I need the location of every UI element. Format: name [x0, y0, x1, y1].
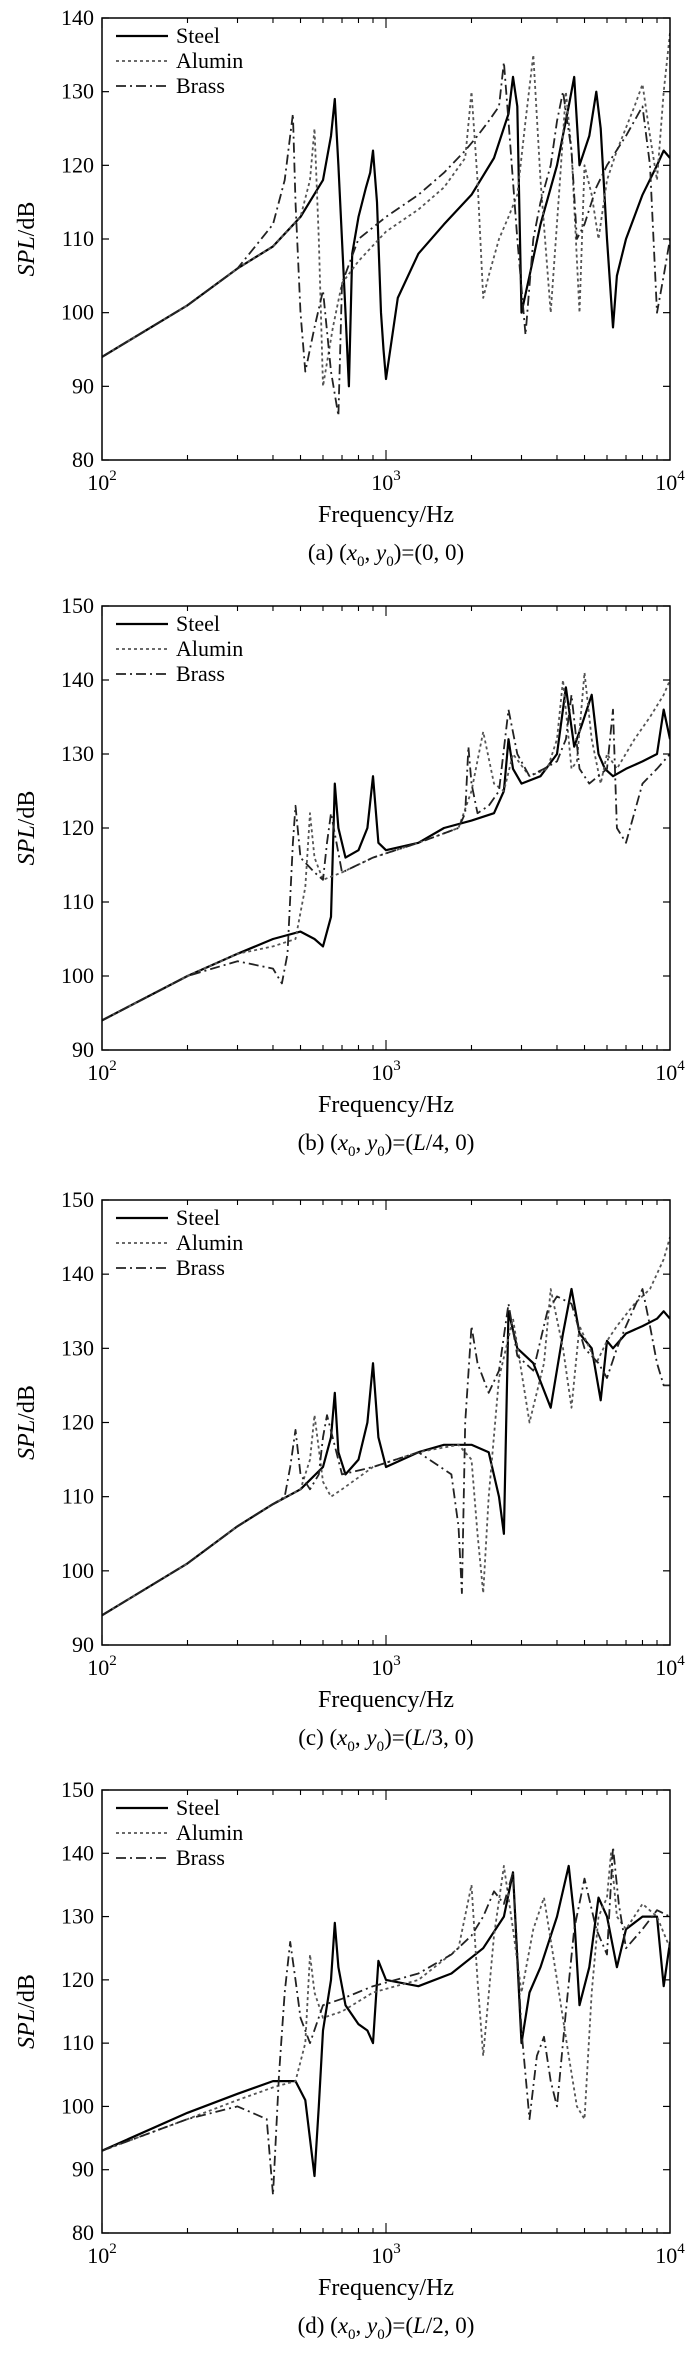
x-tick-label: 103 [371, 1058, 401, 1085]
legend-label-brass: Brass [176, 1845, 225, 1870]
y-tick-label: 130 [61, 741, 94, 766]
legend-label-brass: Brass [176, 661, 225, 686]
x-tick-label: 103 [371, 1653, 401, 1680]
y-tick-label: 120 [61, 152, 94, 177]
y-tick-label: 110 [62, 1484, 94, 1509]
x-axis-label: Frequency/Hz [318, 2275, 454, 2301]
x-axis-label: Frequency/Hz [318, 1687, 454, 1713]
series-line-alumin [102, 1236, 670, 1617]
x-tick-label: 102 [87, 1653, 117, 1680]
y-axis-label: SPL/dB [14, 202, 40, 277]
y-axis-label: SPL/dB [14, 791, 40, 866]
series-line-steel [102, 1287, 670, 1617]
y-tick-label: 150 [61, 1777, 94, 1802]
x-tick-label: 104 [655, 1058, 685, 1085]
series-line-steel [102, 75, 670, 388]
x-tick-label: 103 [371, 2241, 401, 2268]
y-tick-label: 100 [61, 2093, 94, 2118]
series-line-brass [102, 61, 670, 417]
x-tick-label: 104 [655, 468, 685, 495]
legend-label-steel: Steel [176, 1205, 220, 1230]
x-axis-label: Frequency/Hz [318, 502, 454, 528]
y-tick-label: 110 [62, 226, 94, 251]
y-axis-label: SPL/dB [14, 1974, 40, 2049]
legend-label-alumin: Alumin [176, 1230, 243, 1255]
x-tick-label: 102 [87, 1058, 117, 1085]
legend-label-alumin: Alumin [176, 636, 243, 661]
series-line-brass [102, 1288, 670, 1617]
panel-caption: (c) (x0, y0)=(L/3, 0) [298, 1725, 474, 1755]
chart-panel-2: 90 100 110 120 130 140 150 102 103 104 Frequency/H… [14, 593, 685, 1160]
chart-panel-3: 90 100 110 120 130 140 150 102 103 104 Frequency/H… [14, 1187, 685, 1755]
x-axis-label: Frequency/Hz [318, 1092, 454, 1118]
y-tick-label: 130 [61, 1335, 94, 1360]
y-tick-label: 140 [61, 1261, 94, 1286]
y-tick-label: 110 [62, 2030, 94, 2055]
legend-label-brass: Brass [176, 73, 225, 98]
x-tick-label: 104 [655, 2241, 685, 2268]
x-tick-label: 102 [87, 2241, 117, 2268]
y-tick-label: 120 [61, 1967, 94, 1992]
y-tick-label: 100 [61, 300, 94, 325]
series-line-steel [102, 1864, 670, 2178]
series-line-alumin [102, 671, 670, 1022]
x-tick-label: 102 [87, 468, 117, 495]
y-tick-label: 110 [62, 889, 94, 914]
chart-panel-4: 80 90 100 110 120 130 140 150 102 103 104 Frequency… [14, 1777, 685, 2343]
y-tick-label: 120 [61, 1410, 94, 1435]
y-tick-label: 140 [61, 1840, 94, 1865]
panel-caption: (d) (x0, y0)=(L/2, 0) [298, 2313, 475, 2343]
legend-label-steel: Steel [176, 611, 220, 636]
legend-label-brass: Brass [176, 1255, 225, 1280]
legend-label-steel: Steel [176, 1795, 220, 1820]
panel-caption: (a) (x0, y0)=(0, 0) [308, 540, 464, 570]
series-line-brass [102, 693, 670, 1022]
y-tick-label: 150 [61, 593, 94, 618]
panel-caption: (b) (x0, y0)=(L/4, 0) [298, 1130, 475, 1160]
y-tick-label: 100 [61, 963, 94, 988]
y-tick-label: 130 [61, 1904, 94, 1929]
legend-label-alumin: Alumin [176, 48, 243, 73]
legend-label-steel: Steel [176, 23, 220, 48]
y-tick-label: 90 [72, 373, 94, 398]
y-tick-label: 90 [72, 1037, 94, 1062]
series-line-alumin [102, 1852, 670, 2152]
x-tick-label: 104 [655, 1653, 685, 1680]
chart-panel-1: 80 90 100 110 120 130 140 102 103 104 Frequency/Hz… [14, 5, 685, 570]
legend-label-alumin: Alumin [176, 1820, 243, 1845]
y-tick-label: 90 [72, 2157, 94, 2182]
y-tick-label: 100 [61, 1558, 94, 1583]
y-tick-label: 140 [61, 667, 94, 692]
y-tick-label: 90 [72, 1632, 94, 1657]
y-tick-label: 120 [61, 815, 94, 840]
series-line-brass [102, 1846, 670, 2196]
y-tick-label: 80 [72, 2220, 94, 2245]
y-tick-label: 130 [61, 79, 94, 104]
series-line-steel [102, 686, 670, 1022]
y-tick-label: 150 [61, 1187, 94, 1212]
series-line-alumin [102, 32, 670, 388]
x-tick-label: 103 [371, 468, 401, 495]
y-tick-label: 80 [72, 447, 94, 472]
y-tick-label: 140 [61, 5, 94, 30]
y-axis-label: SPL/dB [14, 1385, 40, 1460]
